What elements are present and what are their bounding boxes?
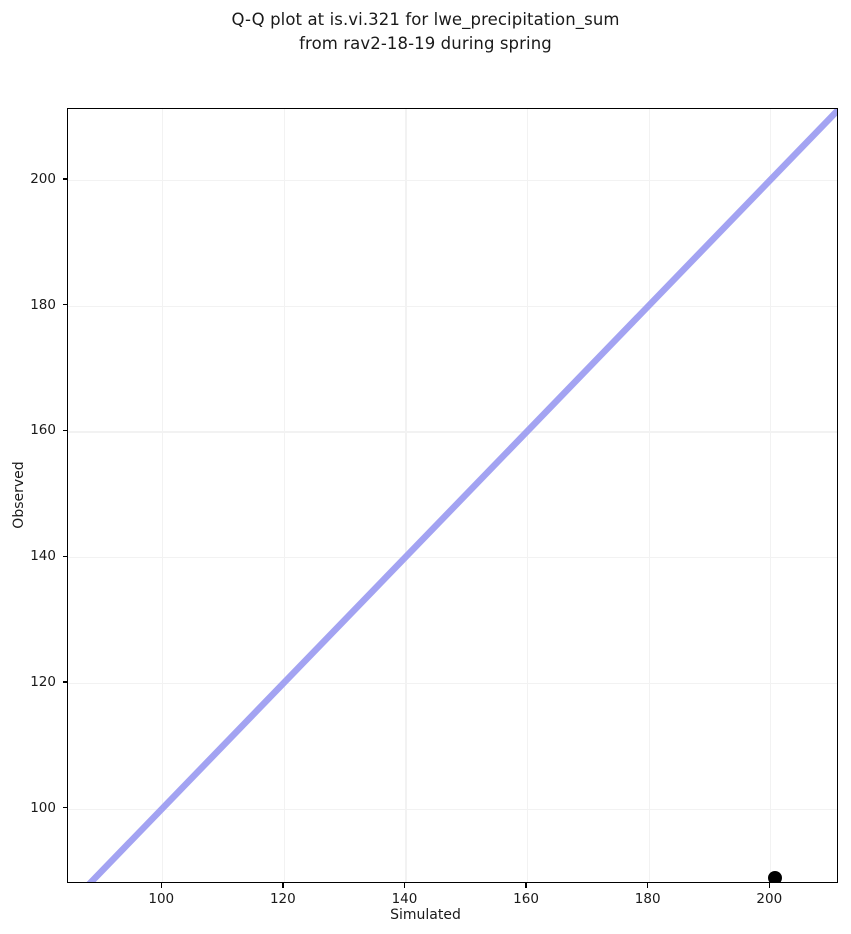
ticklabel-x-120: 120 [269,891,296,907]
ticklabel-y-180: 180 [30,296,56,313]
gridline-horizontal-200 [68,180,837,182]
tick-x-200 [768,883,770,888]
gridline-horizontal-180 [68,305,837,307]
x-axis-label: Simulated [390,907,461,923]
ticklabel-y-160: 160 [30,422,56,439]
tick-y-100 [62,806,67,809]
tick-y-140 [62,555,67,557]
gridline-vertical-100 [162,109,164,882]
reference-line-svg [86,109,837,882]
ticklabel-x-160: 160 [513,891,539,907]
ticklabel-x-100: 100 [148,891,175,907]
gridline-vertical-180 [648,109,650,882]
chart-title: Q-Q plot at is.vi.321 for lwe_precipitat… [231,10,620,53]
tick-x-160 [525,883,527,888]
tick-y-180 [62,304,67,306]
ticklabel-y-200: 200 [30,171,56,188]
gridline-horizontal-140 [68,557,837,559]
gridline-vertical-160 [527,109,529,882]
tick-x-120 [282,883,284,888]
tick-y-160 [62,429,67,432]
data-point [767,871,782,882]
gridline-horizontal-120 [68,682,837,685]
plot-area [67,108,838,883]
gridline-vertical-200 [770,109,772,882]
gridline-vertical-120 [283,109,286,882]
tick-x-140 [403,883,406,888]
ticklabel-y-100: 100 [30,799,56,816]
ticklabel-x-140: 140 [391,891,418,907]
gridline-horizontal-100 [68,808,837,810]
one-to-one-reference-line [68,109,837,882]
tick-x-180 [647,883,649,888]
ticklabel-x-180: 180 [634,891,661,907]
ticklabel-y-140: 140 [30,548,56,565]
tick-y-200 [62,178,67,180]
ticklabel-y-120: 120 [30,673,56,690]
ticklabel-x-200: 200 [756,891,783,907]
y-axis-label: Observed [11,461,27,529]
tick-y-120 [62,681,67,683]
gridline-horizontal-160 [68,431,837,433]
gridline-vertical-140 [405,109,407,882]
tick-x-100 [160,883,162,888]
